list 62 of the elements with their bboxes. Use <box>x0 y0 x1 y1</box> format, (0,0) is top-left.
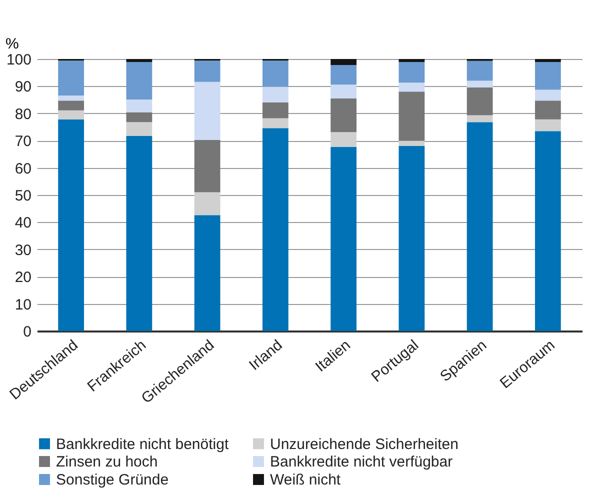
bar <box>398 140 425 146</box>
y-tick-label: 90 <box>14 78 32 96</box>
bar <box>330 59 357 65</box>
bar <box>466 115 493 122</box>
bar <box>194 192 220 216</box>
y-tick-label: 60 <box>14 160 32 178</box>
y-tick-label: 40 <box>14 214 32 232</box>
y-tick-label: 30 <box>14 242 32 259</box>
bar <box>58 95 84 101</box>
legend-label: Weiß nicht <box>270 472 342 488</box>
legend-label: Bankkredite nicht verfügbar <box>270 454 453 470</box>
legend-label: Zinsen zu hoch <box>56 454 158 470</box>
bar <box>330 98 357 132</box>
bar <box>262 128 288 331</box>
y-tick-label: 0 <box>23 324 32 340</box>
y-tick-label: 10 <box>14 296 32 314</box>
bar <box>126 59 152 62</box>
y-axis-title: % <box>6 36 19 52</box>
bar <box>126 122 152 136</box>
bar <box>194 60 220 82</box>
bar <box>534 119 561 132</box>
bar <box>466 80 493 88</box>
y-tick-label: 100 <box>6 52 32 68</box>
bar <box>534 131 561 331</box>
bar <box>466 88 493 116</box>
bar <box>194 82 220 140</box>
bar <box>534 59 561 62</box>
bar <box>398 146 425 331</box>
bar <box>194 140 220 192</box>
bar <box>398 59 425 62</box>
bar <box>330 84 357 98</box>
bar <box>126 62 152 100</box>
bar <box>58 100 84 110</box>
y-tick-label: 20 <box>14 269 32 286</box>
bar <box>534 100 561 120</box>
bar <box>58 60 84 96</box>
bar <box>330 64 357 85</box>
bar <box>398 62 425 83</box>
bar <box>330 146 357 331</box>
bar <box>58 119 84 331</box>
bar <box>398 92 425 141</box>
y-tick-label: 50 <box>14 188 32 204</box>
y-tick-label: 80 <box>14 106 32 123</box>
bar <box>398 82 425 92</box>
legend-label: Bankkredite nicht benötigt <box>56 436 230 453</box>
bar <box>58 110 84 120</box>
bar <box>262 86 288 103</box>
bar <box>262 102 288 118</box>
bar <box>126 136 152 331</box>
bar <box>534 90 561 101</box>
bar <box>330 132 357 147</box>
bar <box>262 118 288 128</box>
legend-label: Unzureichende Sicherheiten <box>270 436 458 453</box>
bar <box>466 122 493 331</box>
bar <box>466 60 493 81</box>
bar <box>126 100 152 112</box>
bar <box>194 215 220 331</box>
y-tick-label: 70 <box>14 133 32 150</box>
legend-label: Sonstige Gründe <box>56 472 169 488</box>
bar <box>534 62 561 90</box>
bar <box>262 60 288 87</box>
bar <box>126 112 152 122</box>
